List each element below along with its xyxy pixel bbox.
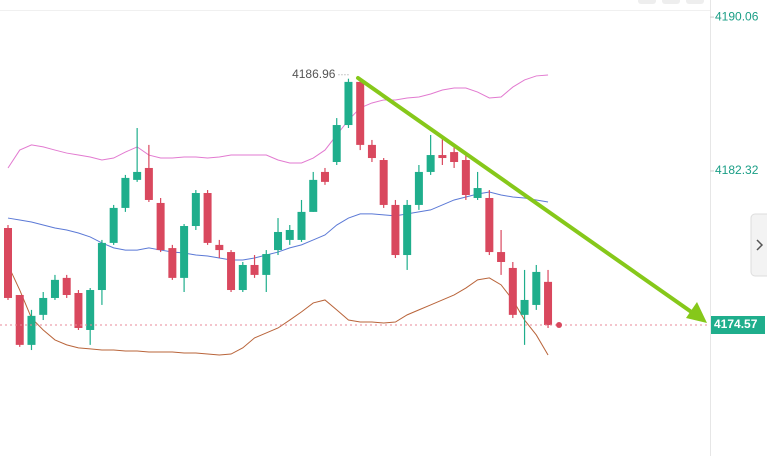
high-label: 4186.96 xyxy=(292,67,336,81)
candle-body xyxy=(86,290,95,330)
candle-body xyxy=(438,155,447,159)
candle-body xyxy=(274,231,283,251)
candle-body xyxy=(508,267,517,315)
candle-body xyxy=(332,125,341,163)
candle-body xyxy=(309,179,318,212)
candle-body xyxy=(121,177,130,208)
candle-body xyxy=(344,81,353,126)
candle-body xyxy=(97,242,106,291)
candle-body xyxy=(180,226,189,278)
toolbar-button[interactable] xyxy=(638,0,656,4)
trend-arrow-head xyxy=(686,302,707,323)
candle-body xyxy=(356,81,365,145)
toolbar-button[interactable] xyxy=(686,0,704,4)
band-line xyxy=(7,264,549,356)
candle-body xyxy=(544,281,553,326)
candle-body xyxy=(50,279,59,298)
candle-body xyxy=(450,152,459,163)
trend-arrow xyxy=(356,76,702,320)
last-price-dot xyxy=(556,322,563,329)
candle-body xyxy=(414,171,423,205)
candle-body xyxy=(191,193,200,227)
candle-body xyxy=(262,254,271,275)
candle-body xyxy=(215,244,224,251)
candle-body xyxy=(203,193,212,243)
candle-body xyxy=(168,248,177,278)
candle-body xyxy=(144,167,153,200)
candle-body xyxy=(285,229,294,240)
candle-body xyxy=(520,299,529,315)
candle-body xyxy=(461,160,470,196)
candle-body xyxy=(62,277,71,295)
candle-body xyxy=(39,297,48,315)
side-toggle-icon xyxy=(756,239,764,251)
candle-body xyxy=(367,144,376,159)
candle-body xyxy=(473,188,482,198)
candle-body xyxy=(532,271,541,305)
candle-body xyxy=(250,264,259,275)
candle-body xyxy=(426,155,435,172)
candle-body xyxy=(391,204,400,256)
candle-body xyxy=(403,204,412,256)
candle-body xyxy=(379,160,388,205)
last-price-label: 4174.57 xyxy=(714,317,758,331)
y-tick-label: 4182.32 xyxy=(715,163,759,177)
candle-body xyxy=(320,171,329,182)
candle-body xyxy=(297,211,306,240)
band-line xyxy=(7,74,549,169)
candle-body xyxy=(227,252,236,291)
candle-body xyxy=(15,294,24,345)
last-price-box xyxy=(711,316,765,335)
candle-body xyxy=(109,207,118,243)
candle-body xyxy=(4,228,12,298)
candle-body xyxy=(133,171,142,180)
candle-body xyxy=(27,315,36,345)
candle-body xyxy=(497,252,506,262)
side-toggle[interactable] xyxy=(750,213,767,277)
candle-body xyxy=(485,197,494,253)
toolbar-button[interactable] xyxy=(662,0,680,4)
candle-body xyxy=(156,202,165,251)
candle-body xyxy=(74,293,83,328)
candle-body xyxy=(238,264,247,291)
plot xyxy=(4,74,553,356)
y-tick-label: 4190.06 xyxy=(715,9,759,23)
